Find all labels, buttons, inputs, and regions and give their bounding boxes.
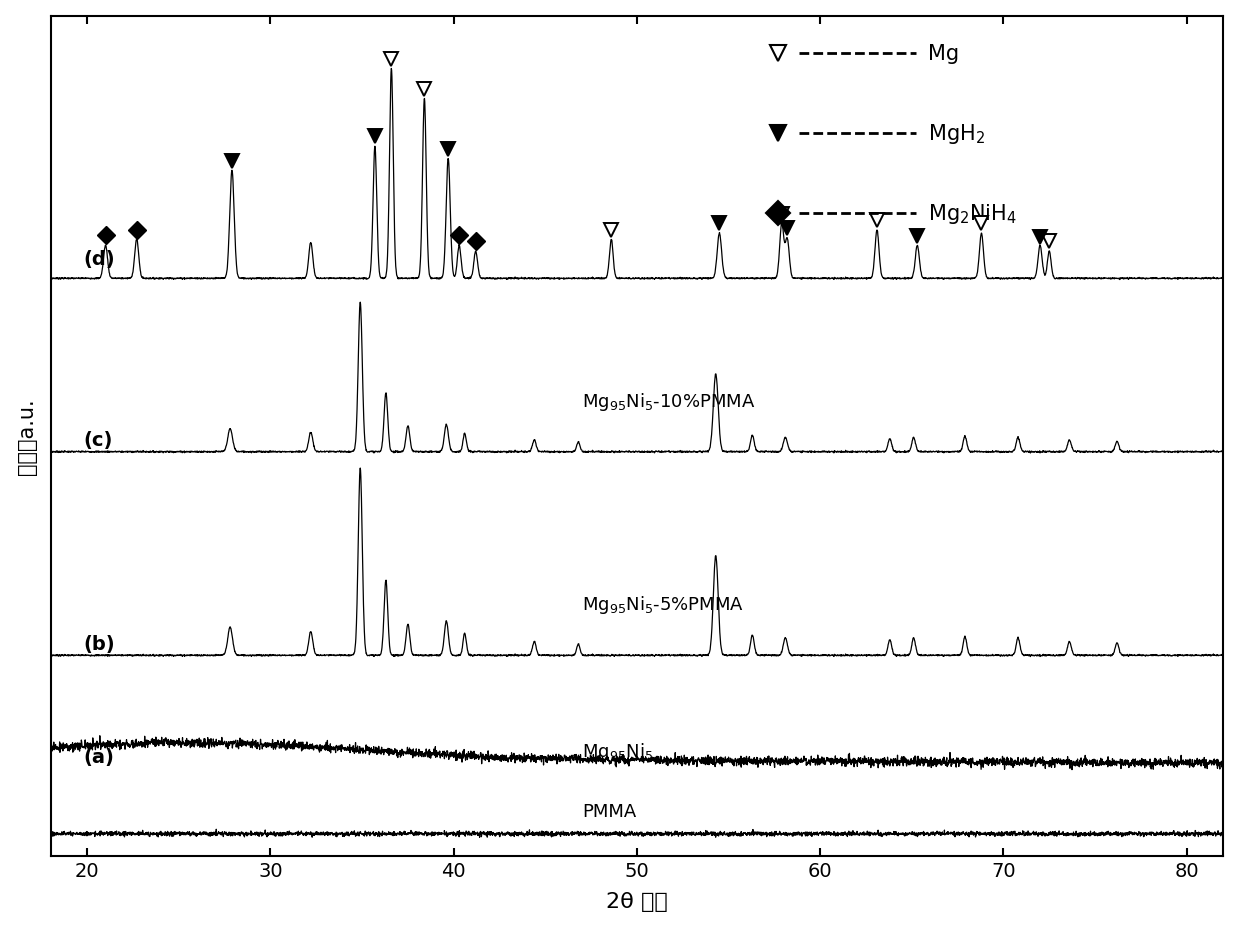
Text: Mg$_{95}$Ni$_5$-5%PMMA: Mg$_{95}$Ni$_5$-5%PMMA — [582, 593, 744, 615]
Text: Mg: Mg — [928, 45, 959, 64]
Y-axis label: 强度，a.u.: 强度，a.u. — [16, 398, 37, 475]
Text: (d): (d) — [83, 250, 115, 269]
Text: (c): (c) — [83, 431, 113, 450]
Text: Mg$_2$NiH$_4$: Mg$_2$NiH$_4$ — [928, 202, 1017, 226]
Text: (b): (b) — [83, 634, 115, 653]
X-axis label: 2θ ，度: 2θ ，度 — [606, 892, 668, 911]
Text: Mg$_{95}$Ni$_5$-10%PMMA: Mg$_{95}$Ni$_5$-10%PMMA — [582, 390, 755, 412]
Text: MgH$_2$: MgH$_2$ — [928, 122, 985, 147]
Text: Mg$_{95}$Ni$_5$: Mg$_{95}$Ni$_5$ — [582, 741, 653, 762]
Text: PMMA: PMMA — [582, 803, 636, 820]
Text: (a): (a) — [83, 747, 114, 766]
